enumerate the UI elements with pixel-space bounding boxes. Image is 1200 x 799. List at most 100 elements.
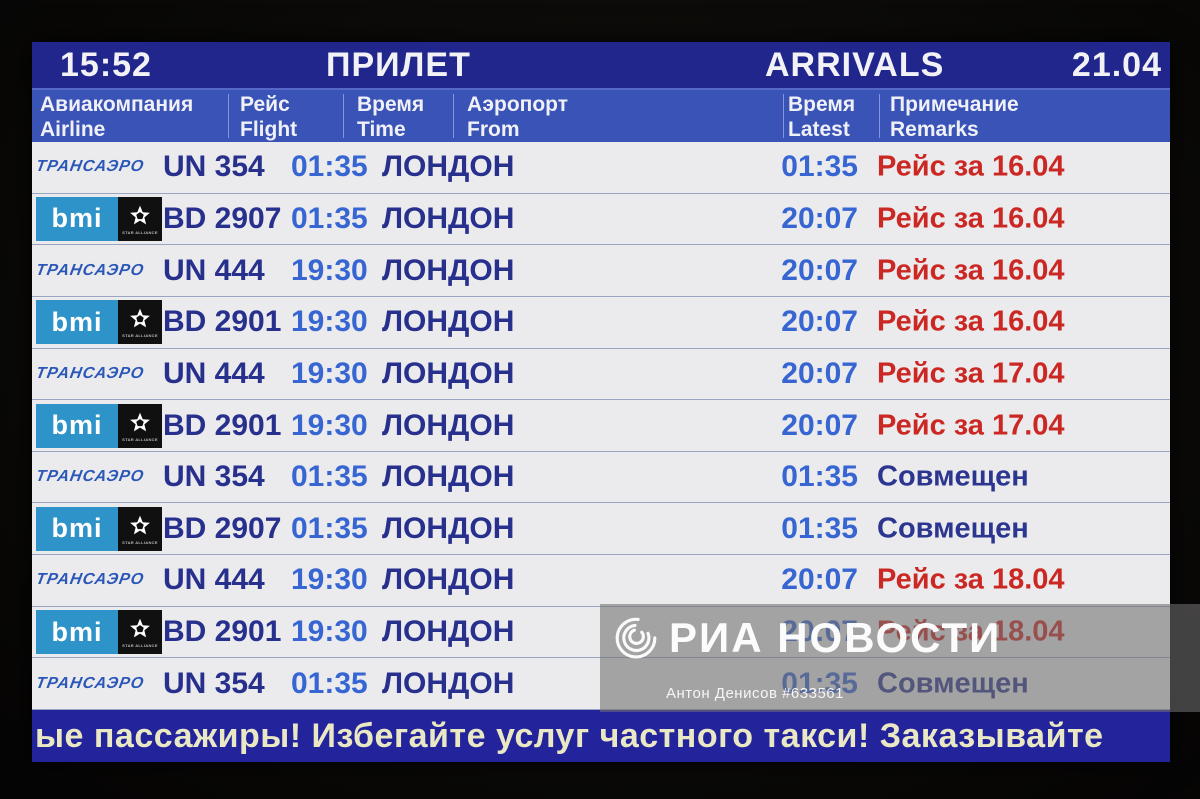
origin-city: ЛОНДОН (382, 460, 515, 494)
scheduled-time: 01:35 (291, 201, 368, 235)
scheduled-time: 19:30 (291, 408, 368, 442)
star-alliance-icon: STAR ALLIANCE (118, 196, 162, 241)
transaero-logo: ТРАНСАЭРО (34, 674, 146, 692)
scheduled-time: 19:30 (291, 563, 368, 597)
flight-number: BD 2901 (163, 408, 282, 442)
latest-time: 20:07 (781, 563, 858, 597)
current-date: 21.04 (1071, 46, 1162, 84)
column-divider (228, 94, 229, 138)
column-header-row: Авиакомпания Airline Рейс Flight Время Time… (32, 88, 1170, 142)
airline-logo-cell: ТРАНСАЭРО bmi STAR ALLIANCE (34, 261, 162, 280)
origin-city: ЛОНДОН (382, 253, 515, 287)
column-from: Аэропорт From (467, 93, 569, 141)
airline-logo-cell: ТРАНСАЭРО bmi STAR ALLIANCE (36, 610, 162, 655)
watermark-band: РИА НОВОСТИ Антон Денисов #633561 (600, 604, 1200, 712)
column-remarks: Примечание Remarks (890, 93, 1019, 141)
column-divider (879, 94, 880, 138)
arrival-row: ТРАНСАЭРО bmi STAR ALLIANCE (32, 194, 1170, 246)
latest-time: 20:07 (781, 356, 858, 390)
board-title-en: ARRIVALS (765, 46, 945, 84)
transaero-logo: ТРАНСАЭРО (34, 468, 146, 486)
arrival-row: ТРАНСАЭРО bmi STAR ALLIANCE (32, 245, 1170, 297)
origin-city: ЛОНДОН (382, 201, 515, 235)
transaero-logo: ТРАНСАЭРО (34, 364, 146, 382)
column-flight: Рейс Flight (240, 93, 298, 141)
flight-number: UN 354 (163, 666, 265, 700)
airline-logo-cell: ТРАНСАЭРО bmi STAR ALLIANCE (34, 468, 162, 486)
latest-time: 20:07 (781, 305, 858, 339)
scheduled-time: 19:30 (291, 253, 368, 287)
ticker: ые пассажиры! Избегайте услуг частного т… (32, 710, 1170, 762)
watermark-agency: РИА НОВОСТИ (669, 614, 1002, 661)
origin-city: ЛОНДОН (382, 356, 515, 390)
airline-logo-cell: ТРАНСАЭРО bmi STAR ALLIANCE (34, 364, 162, 383)
flight-number: BD 2907 (163, 511, 282, 545)
scheduled-time: 19:30 (291, 615, 368, 649)
origin-city: ЛОНДОН (382, 150, 515, 184)
remark-text: Рейс за 18.04 (877, 563, 1065, 596)
star-alliance-icon: STAR ALLIANCE (118, 506, 162, 551)
flight-number: UN 444 (163, 356, 265, 390)
airline-logo-cell: ТРАНСАЭРО bmi STAR ALLIANCE (36, 196, 162, 241)
remark-text: Рейс за 16.04 (877, 305, 1065, 338)
scheduled-time: 01:35 (291, 150, 368, 184)
remark-text: Рейс за 16.04 (877, 254, 1065, 287)
remark-text: Совмещен (877, 460, 1029, 493)
origin-city: ЛОНДОН (382, 511, 515, 545)
arrival-row: ТРАНСАЭРО bmi STAR ALLIANCE (32, 452, 1170, 504)
scheduled-time: 19:30 (291, 356, 368, 390)
flight-number: UN 354 (163, 460, 265, 494)
transaero-logo: ТРАНСАЭРО (34, 158, 146, 176)
star-alliance-icon: STAR ALLIANCE (118, 610, 162, 655)
airline-logo-cell: ТРАНСАЭРО bmi STAR ALLIANCE (36, 300, 162, 345)
board-title-ru: ПРИЛЕТ (326, 46, 471, 84)
remark-text: Рейс за 17.04 (877, 357, 1065, 390)
ticker-message: ые пассажиры! Избегайте услуг частного т… (35, 716, 1104, 755)
latest-time: 20:07 (781, 201, 858, 235)
column-divider (343, 94, 344, 138)
origin-city: ЛОНДОН (382, 563, 515, 597)
bmi-wordmark: bmi (36, 610, 118, 655)
ria-novosti-globe-icon (615, 617, 657, 659)
flight-number: BD 2901 (163, 615, 282, 649)
arrival-row: ТРАНСАЭРО bmi STAR ALLIANCE (32, 349, 1170, 401)
column-divider (783, 94, 784, 138)
airline-logo-cell: ТРАНСАЭРО bmi STAR ALLIANCE (34, 674, 162, 693)
remark-text: Рейс за 16.04 (877, 150, 1065, 183)
bmi-wordmark: bmi (36, 506, 118, 551)
flight-number: BD 2907 (163, 201, 282, 235)
bmi-wordmark: bmi (36, 300, 118, 345)
bmi-logo: bmi STAR ALLIANCE (36, 506, 162, 551)
latest-time: 20:07 (781, 408, 858, 442)
latest-time: 01:35 (781, 511, 858, 545)
star-alliance-icon: STAR ALLIANCE (118, 300, 162, 345)
airline-logo-cell: ТРАНСАЭРО bmi STAR ALLIANCE (36, 506, 162, 551)
scheduled-time: 01:35 (291, 460, 368, 494)
airline-logo-cell: ТРАНСАЭРО bmi STAR ALLIANCE (36, 403, 162, 448)
scheduled-time: 01:35 (291, 666, 368, 700)
arrival-row: ТРАНСАЭРО bmi STAR ALLIANCE (32, 297, 1170, 349)
scheduled-time: 01:35 (291, 511, 368, 545)
arrival-row: ТРАНСАЭРО bmi STAR ALLIANCE (32, 555, 1170, 607)
bmi-logo: bmi STAR ALLIANCE (36, 610, 162, 655)
watermark-credit: Антон Денисов #633561 (666, 685, 844, 702)
bmi-wordmark: bmi (36, 196, 118, 241)
arrival-row: ТРАНСАЭРО bmi STAR ALLIANCE (32, 503, 1170, 556)
current-time: 15:52 (60, 46, 152, 84)
bmi-wordmark: bmi (36, 403, 118, 448)
transaero-logo: ТРАНСАЭРО (34, 571, 146, 589)
remark-text: Рейс за 16.04 (877, 202, 1065, 235)
bmi-logo: bmi STAR ALLIANCE (36, 403, 162, 448)
flight-number: BD 2901 (163, 305, 282, 339)
origin-city: ЛОНДОН (382, 666, 515, 700)
bmi-logo: bmi STAR ALLIANCE (36, 300, 162, 345)
column-divider (453, 94, 454, 138)
bmi-logo: bmi STAR ALLIANCE (36, 196, 162, 241)
transaero-logo: ТРАНСАЭРО (34, 261, 146, 279)
flight-number: UN 444 (163, 253, 265, 287)
star-alliance-icon: STAR ALLIANCE (118, 403, 162, 448)
latest-time: 20:07 (781, 253, 858, 287)
board-header: 15:52 ПРИЛЕТ ARRIVALS 21.04 (32, 42, 1170, 88)
airline-logo-cell: ТРАНСАЭРО bmi STAR ALLIANCE (34, 158, 162, 176)
